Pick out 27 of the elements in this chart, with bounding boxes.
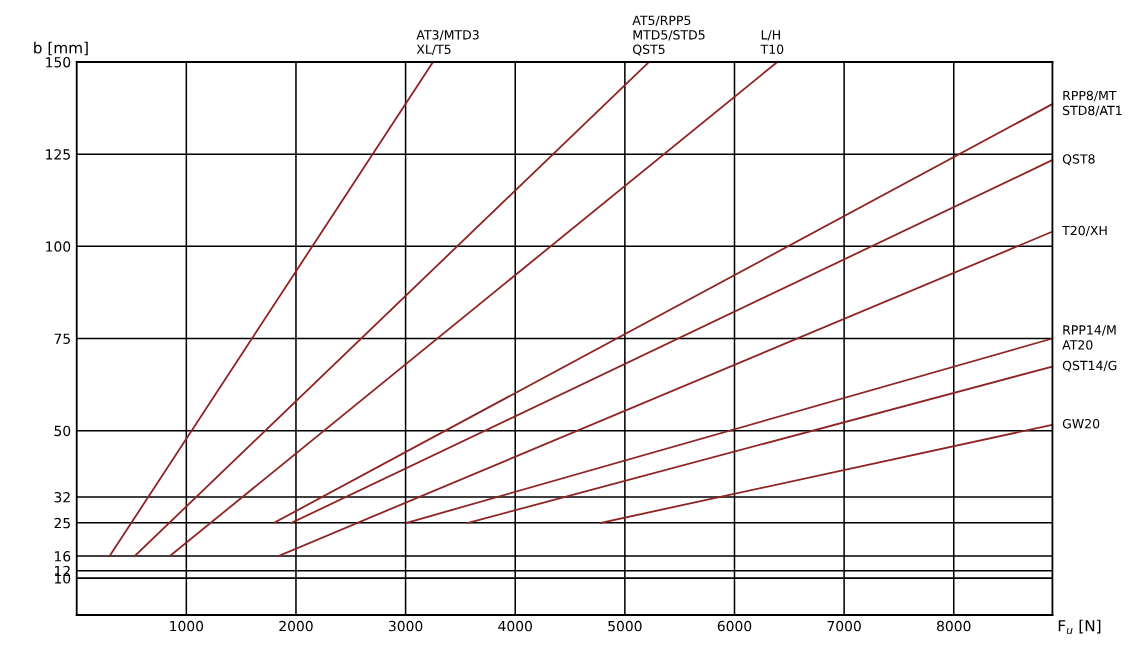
x-tick-label: 3000: [388, 620, 423, 632]
y-tick-label: 16: [55, 550, 71, 562]
series-label: GW20: [1062, 418, 1100, 429]
y-axis-title: b [mm]: [34, 41, 88, 56]
y-tick-label: 25: [54, 517, 70, 529]
series-label: RPP8/MT STD8/AT1: [1062, 90, 1122, 117]
series-label: RPP14/M AT20: [1062, 325, 1116, 350]
x-tick-label: 6000: [717, 620, 752, 632]
series-label: AT5/RPP5 MTD5/STD5 QST5: [632, 15, 705, 56]
series-label: QST14/G: [1062, 360, 1117, 372]
y-tick-label: 125: [46, 149, 70, 160]
y-tick-label: 100: [46, 241, 71, 252]
y-tick-label: 150: [46, 56, 71, 68]
x-tick-label: 2000: [279, 620, 313, 632]
series-label: L/H T10: [760, 30, 784, 55]
y-tick-label: 50: [54, 425, 71, 437]
series-label: AT3/MTD3 XL/T5: [416, 30, 479, 56]
x-tick-label: 8000: [937, 620, 971, 632]
x-axis-title: F$_{u}$ [N]: [1058, 619, 1101, 635]
y-tick-label: 32: [54, 491, 70, 503]
x-tick-label: 5000: [608, 620, 642, 632]
x-tick-label: 7000: [827, 620, 861, 632]
y-tick-label: 75: [54, 333, 70, 344]
x-tick-label: 1000: [170, 620, 204, 632]
x-tick-label: 4000: [498, 620, 532, 632]
series-label: T20/XH: [1062, 225, 1107, 237]
series-label: QST8: [1062, 154, 1095, 166]
